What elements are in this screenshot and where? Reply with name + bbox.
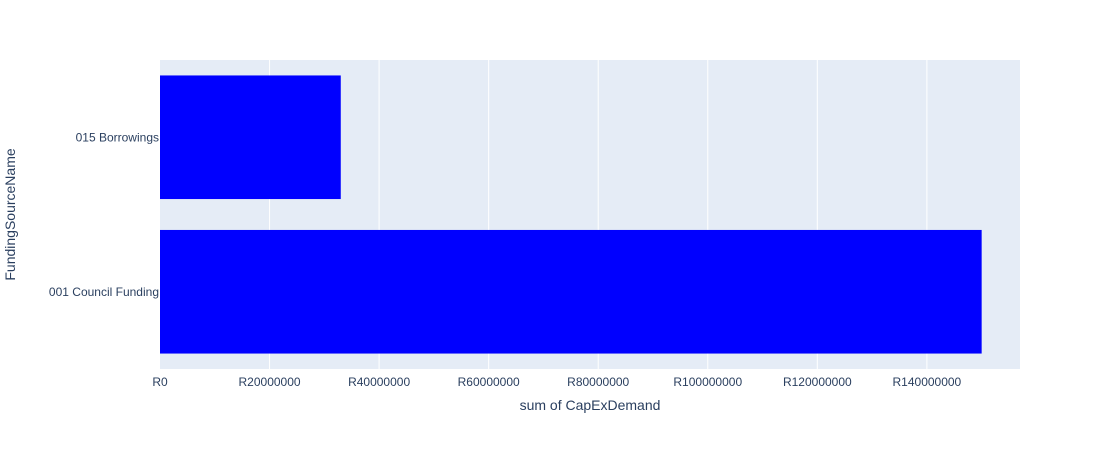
y-axis-title: FundingSourceName — [2, 148, 18, 281]
x-tick-label: R120000000 — [783, 375, 852, 389]
x-tick-label: R80000000 — [567, 375, 629, 389]
y-axis-ticks: 001 Council Funding 015 Borrowings — [49, 130, 159, 299]
x-axis-ticks: R0 R20000000 R40000000 R60000000 R80000000 R1… — [152, 375, 961, 389]
x-axis-title: sum of CapExDemand — [520, 397, 661, 413]
bar-015-borrowings — [160, 75, 341, 200]
y-tick-label: 001 Council Funding — [49, 285, 159, 299]
y-tick-label: 015 Borrowings — [76, 130, 159, 144]
x-tick-label: R140000000 — [893, 375, 962, 389]
x-tick-label: R40000000 — [348, 375, 410, 389]
x-tick-label: R20000000 — [239, 375, 301, 389]
bar-001-council-funding — [160, 229, 982, 354]
bars — [160, 75, 982, 354]
x-tick-label: R100000000 — [673, 375, 742, 389]
x-tick-label: R0 — [152, 375, 168, 389]
x-tick-label: R60000000 — [458, 375, 520, 389]
